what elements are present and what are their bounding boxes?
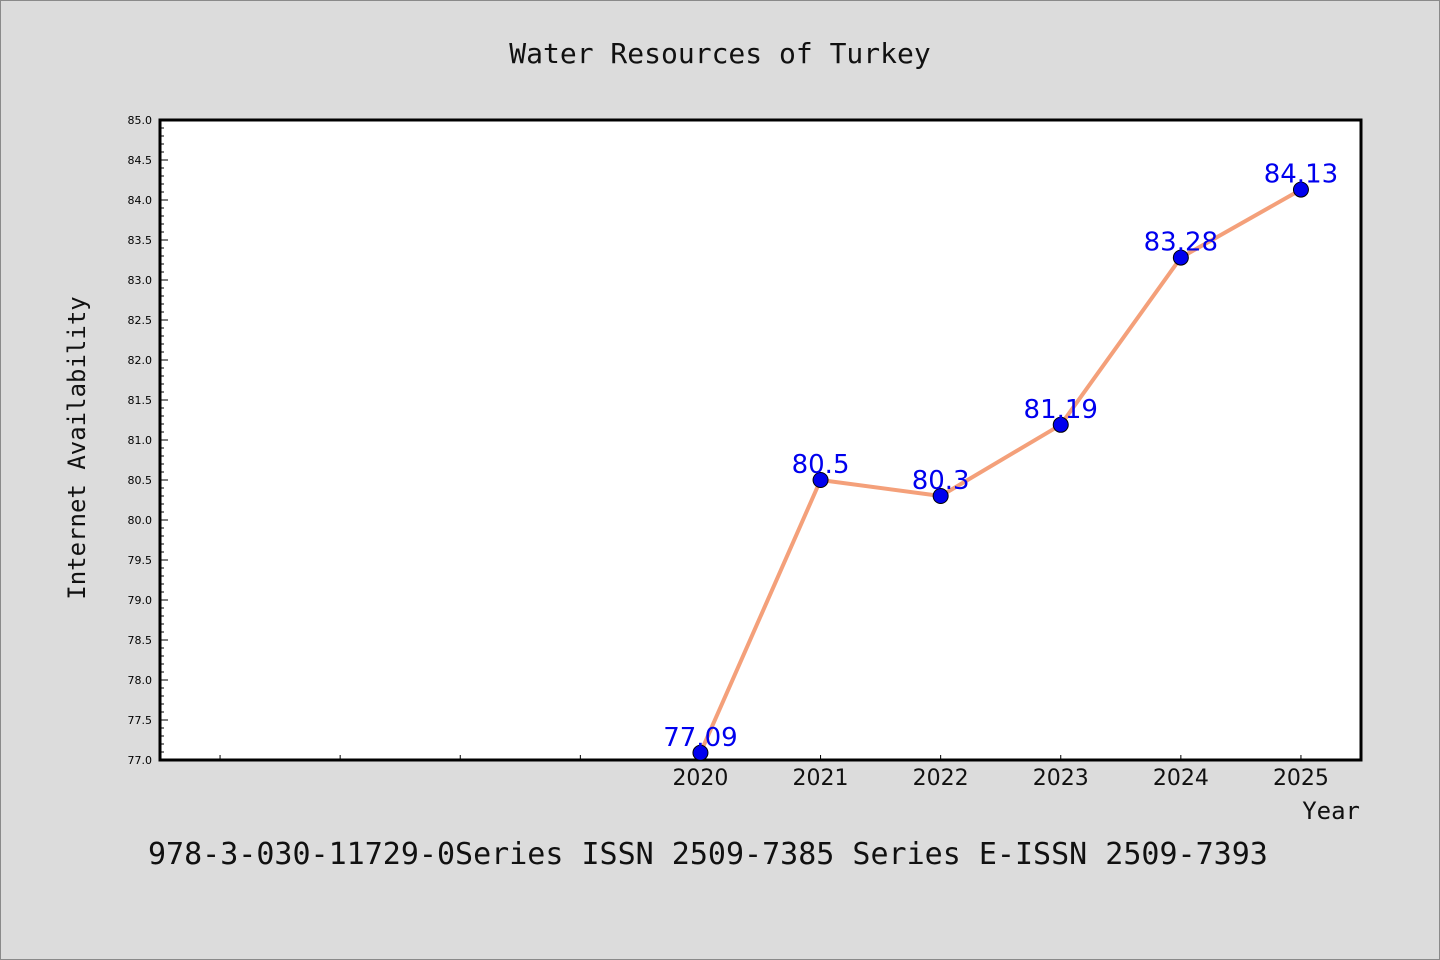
y-tick-label: 80.5 (128, 474, 153, 487)
plot-area (158, 118, 1363, 762)
data-label: 84.13 (1264, 160, 1338, 190)
x-tick-label: 2024 (1153, 766, 1209, 791)
x-tick-label: 2021 (793, 766, 849, 791)
data-label: 80.3 (912, 466, 970, 496)
y-tick-label: 79.0 (128, 594, 153, 607)
y-tick-label: 78.0 (128, 674, 153, 687)
y-tick-label: 83.0 (128, 274, 153, 287)
data-label: 77.09 (663, 723, 737, 753)
y-tick-label: 77.0 (128, 754, 153, 767)
y-tick-label: 82.0 (128, 354, 153, 367)
series-line (698, 187, 1303, 755)
data-label: 83.28 (1144, 228, 1218, 258)
data-point (1172, 249, 1189, 266)
x-axis: 2020 2021 2022 2023 2024 2025 (219, 755, 1329, 791)
y-tick-label: 83.5 (128, 234, 153, 247)
data-point (1052, 416, 1069, 433)
y-tick-label: 79.5 (128, 554, 153, 567)
x-tick-label: 2025 (1273, 766, 1329, 791)
x-tick-label: 2022 (913, 766, 969, 791)
y-tick-label: 84.0 (128, 194, 153, 207)
y-tick-label: 85.0 (128, 114, 153, 127)
series-0: 77.09 80.5 80.3 81.19 83.28 84.13 (663, 160, 1338, 761)
y-tick-label: 82.5 (128, 314, 153, 327)
data-point (692, 744, 709, 761)
y-tick-label: 81.0 (128, 434, 153, 447)
data-point (812, 472, 829, 488)
y-tick-label: 78.5 (128, 634, 153, 647)
chart-title: Water Resources of Turkey (509, 37, 930, 70)
y-tick-label: 81.5 (128, 394, 153, 407)
y-axis-label: Internet Availability (63, 296, 91, 599)
data-label: 81.19 (1024, 395, 1098, 425)
data-point (1292, 181, 1309, 198)
y-tick-label: 77.5 (128, 714, 153, 727)
data-point (932, 488, 949, 504)
footnote-text: 978-3-030-11729-0Series ISSN 2509-7385 S… (148, 837, 1268, 872)
y-tick-label: 84.5 (128, 154, 153, 167)
x-axis-label: Year (1302, 797, 1360, 825)
x-tick-label: 2023 (1033, 766, 1089, 791)
data-label: 80.5 (792, 450, 850, 480)
x-tick-label: 2020 (672, 766, 728, 791)
y-tick-label: 80.0 (128, 514, 153, 527)
y-axis: 77.0 77.5 78.0 78.5 79.0 79.5 80.0 80.5 81.0 81.5… (128, 114, 168, 767)
